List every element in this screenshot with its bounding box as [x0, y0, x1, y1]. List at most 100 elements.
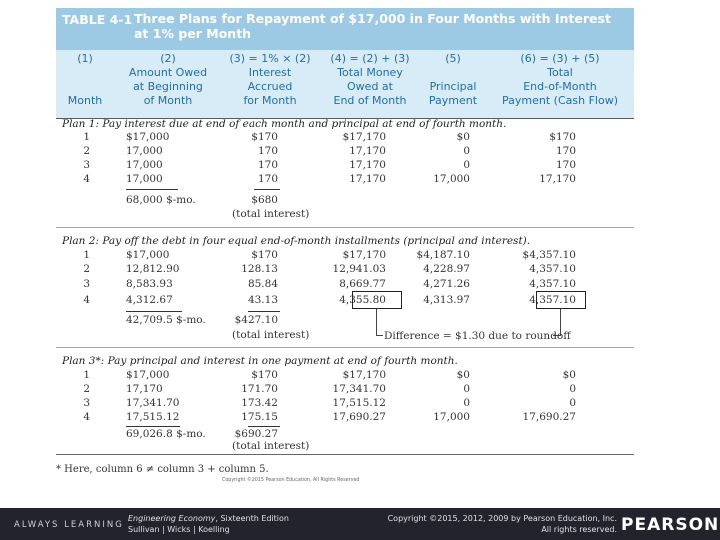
cell-amount-owed: 17,341.70: [126, 397, 180, 409]
table-title-line-2: at 1% per Month: [134, 26, 252, 41]
cell-total-payment: 4,357.10: [529, 263, 576, 275]
cell-month: 3: [83, 159, 90, 171]
cell-month: 4: [83, 173, 90, 185]
cell-total-payment: 4,357.10: [529, 294, 576, 306]
cell-month: 1: [83, 369, 90, 381]
table-bottom-rule: [56, 454, 634, 455]
difference-connector: [553, 335, 561, 336]
cell-interest: $170: [251, 249, 278, 261]
cell-interest: 128.13: [241, 263, 278, 275]
cell-total-payment: 17,690.27: [522, 411, 576, 423]
sum-rule: [126, 189, 178, 190]
cell-amount-owed: 17,515.12: [126, 411, 180, 423]
cell-total-owed: $17,170: [342, 249, 386, 261]
difference-connector: [376, 309, 377, 336]
table-title-band: TABLE 4-1 Three Plans for Repayment of $…: [56, 8, 634, 50]
cell-interest: 170: [257, 173, 278, 185]
book-info: Engineering Economy, Sixteenth Edition S…: [128, 513, 289, 535]
sum-rule: [248, 311, 280, 312]
cell-month: 3: [83, 278, 90, 290]
cell-total-payment: 17,170: [539, 173, 576, 185]
always-learning-tagline: ALWAYS LEARNING: [14, 520, 124, 530]
cell-total-owed: 17,341.70: [332, 383, 386, 395]
cell-amount-owed: 17,000: [126, 159, 163, 171]
total-interest-note: (total interest): [232, 440, 310, 452]
cell-interest: 170: [257, 145, 278, 157]
column-header-band: (1) Month (2) Amount Owed at Beginning of M…: [56, 50, 634, 118]
plan-separator: [56, 227, 634, 228]
difference-connector: [560, 309, 561, 336]
cell-month: 2: [83, 263, 90, 275]
cell-amount-owed: 17,000: [126, 145, 163, 157]
cell-principal: 0: [463, 159, 470, 171]
copyright-line-1: Copyright ©2015, 2012, 2009 by Pearson E…: [387, 514, 617, 523]
book-edition: , Sixteenth Edition: [215, 514, 289, 523]
cell-interest: 171.70: [241, 383, 278, 395]
cell-total-owed: 17,170: [349, 173, 386, 185]
cell-total-owed: 17,170: [349, 159, 386, 171]
repayment-table: TABLE 4-1 Three Plans for Repayment of $…: [56, 8, 634, 460]
cell-total-owed: $17,170: [342, 369, 386, 381]
col-header-total-payment: (6) = (3) + (5) Total End-of-Month Payment …: [502, 52, 618, 107]
cell-total-owed: 17,170: [349, 145, 386, 157]
cell-month: 2: [83, 145, 90, 157]
cell-total-payment: $170: [549, 131, 576, 143]
cell-total-payment: $0: [562, 369, 576, 381]
footnote: * Here, column 6 ≠ column 3 + column 5.: [56, 464, 269, 475]
copyright-notice: Copyright ©2015, 2012, 2009 by Pearson E…: [355, 513, 617, 535]
cell-month: 4: [83, 411, 90, 423]
cell-total-owed: 12,941.03: [332, 263, 386, 275]
cell-amount-owed: 17,170: [126, 383, 163, 395]
cell-principal: $4,187.10: [416, 249, 470, 261]
col-header-month: (1) Month: [67, 52, 103, 107]
cell-total-owed: 8,669.77: [339, 278, 386, 290]
cell-principal: 17,000: [433, 173, 470, 185]
plan-separator: [56, 347, 634, 348]
sum-rule: [126, 311, 182, 312]
cell-month: 2: [83, 383, 90, 395]
plan-3-title: Plan 3*: Pay principal and interest in o…: [62, 355, 458, 367]
col-header-amount-owed: (2) Amount Owed at Beginning of Month: [128, 52, 208, 107]
table-title-line-1: Three Plans for Repayment of $17,000 in …: [134, 11, 611, 26]
cell-month: 1: [83, 249, 90, 261]
cell-principal: $0: [456, 131, 470, 143]
cell-principal: $0: [456, 369, 470, 381]
difference-note: Difference = $1.30 due to roundoff: [384, 330, 571, 342]
col-header-interest: (3) = 1% × (2) Interest Accrued for Month: [229, 52, 311, 107]
plan-2-title: Plan 2: Pay off the debt in four equal e…: [62, 235, 531, 247]
cell-amount-owed: $17,000: [126, 369, 170, 381]
book-title: Engineering Economy: [128, 514, 216, 523]
sum-total-interest: $690.27: [234, 428, 278, 440]
cell-month: 3: [83, 397, 90, 409]
cell-amount-owed: 17,000: [126, 173, 163, 185]
highlight-box-total-payment: [536, 291, 586, 309]
cell-total-payment: 170: [555, 145, 576, 157]
cell-amount-owed: 8,583.93: [126, 278, 173, 290]
cell-total-payment: 4,357.10: [529, 278, 576, 290]
cell-total-payment: $4,357.10: [522, 249, 576, 261]
cell-principal: 0: [463, 397, 470, 409]
sum-total-interest: $680: [251, 194, 278, 206]
cell-interest: 175.15: [241, 411, 278, 423]
header-rule: [56, 118, 634, 119]
cell-month: 1: [83, 131, 90, 143]
table-label: TABLE 4-1: [62, 12, 133, 27]
sum-rule: [248, 426, 280, 427]
highlight-box-total-owed: [352, 291, 402, 309]
cell-principal: 17,000: [433, 411, 470, 423]
cell-principal: 4,271.26: [423, 278, 470, 290]
col-header-principal: (5) Principal Payment: [428, 52, 478, 107]
pearson-logo: PEARSON: [621, 515, 720, 535]
copyright-line-2: All rights reserved.: [541, 525, 617, 534]
sum-rule: [254, 189, 280, 190]
table-title: Three Plans for Repayment of $17,000 in …: [134, 11, 614, 41]
cell-total-payment: 0: [569, 383, 576, 395]
cell-interest: 85.84: [247, 278, 278, 290]
book-authors: Sullivan | Wicks | Koelling: [128, 525, 230, 534]
cell-amount-owed: $17,000: [126, 249, 170, 261]
cell-total-owed: 17,515.12: [332, 397, 386, 409]
sum-dollar-months: 42,709.5 $-mo.: [126, 314, 206, 326]
cell-total-owed: $17,170: [342, 131, 386, 143]
total-interest-note: (total interest): [232, 329, 310, 341]
total-interest-note: (total interest): [232, 208, 310, 220]
